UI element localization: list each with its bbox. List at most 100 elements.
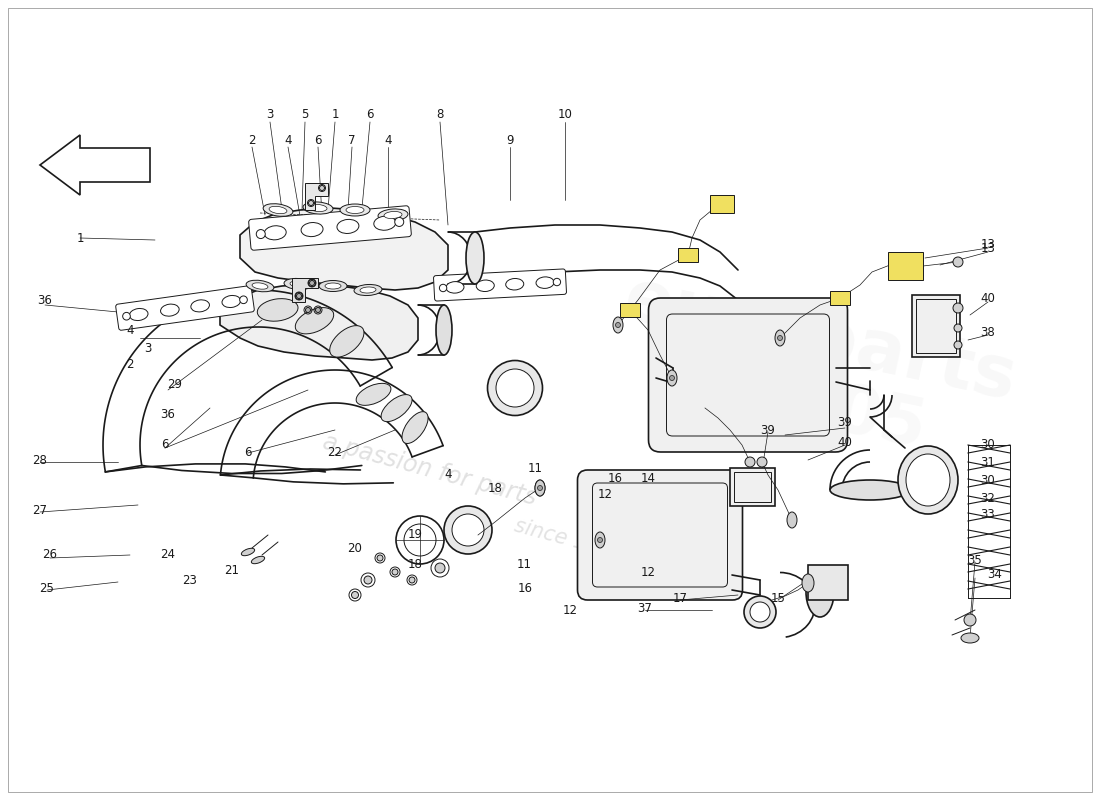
Ellipse shape [309,205,327,211]
Bar [912,295,960,357]
Text: 16: 16 [607,471,623,485]
Ellipse shape [356,383,390,406]
Ellipse shape [535,480,544,496]
Ellipse shape [476,280,494,291]
Ellipse shape [191,300,209,312]
Ellipse shape [301,222,323,237]
Text: 12: 12 [597,489,613,502]
Ellipse shape [374,216,396,230]
Ellipse shape [337,219,359,234]
Text: 4: 4 [444,469,452,482]
Text: 5: 5 [301,109,309,122]
Bar [888,252,923,280]
Ellipse shape [284,278,312,290]
Text: 13: 13 [980,242,996,254]
Ellipse shape [595,532,605,548]
Ellipse shape [270,206,287,214]
Ellipse shape [349,589,361,601]
Text: 39: 39 [760,423,775,437]
Text: 40: 40 [837,435,852,449]
Text: 19: 19 [407,529,422,542]
Text: 16: 16 [517,582,532,594]
Text: 29: 29 [167,378,183,391]
Bar [730,468,776,506]
Text: 3: 3 [266,109,274,122]
Ellipse shape [352,591,359,598]
Text: 18: 18 [487,482,503,494]
Ellipse shape [297,294,301,298]
Ellipse shape [378,209,408,221]
Text: 7: 7 [349,134,355,146]
Ellipse shape [354,285,382,295]
Text: 2: 2 [126,358,134,371]
Ellipse shape [340,204,370,216]
FancyBboxPatch shape [116,286,254,330]
Text: 34: 34 [988,569,1002,582]
Polygon shape [292,278,318,302]
Ellipse shape [395,218,404,226]
Ellipse shape [377,555,383,561]
Text: 39: 39 [837,417,852,430]
Ellipse shape [670,375,674,381]
Ellipse shape [240,296,248,304]
Ellipse shape [431,559,449,577]
Ellipse shape [330,326,364,357]
Ellipse shape [536,277,554,288]
Ellipse shape [446,282,464,293]
Ellipse shape [264,226,286,240]
Text: 32: 32 [980,491,996,505]
Ellipse shape [954,341,962,349]
Ellipse shape [302,202,333,214]
Ellipse shape [616,322,620,327]
Ellipse shape [802,574,814,592]
Ellipse shape [452,514,484,546]
Text: 30: 30 [980,474,996,486]
Text: a passion for parts: a passion for parts [320,430,540,510]
Text: 24: 24 [161,549,176,562]
Ellipse shape [241,548,255,556]
Ellipse shape [444,506,492,554]
Text: 23: 23 [183,574,197,586]
Text: 4: 4 [284,134,292,146]
Text: 26: 26 [43,549,57,562]
Ellipse shape [961,633,979,643]
Ellipse shape [308,199,315,206]
Ellipse shape [953,257,962,267]
Text: 6: 6 [366,109,374,122]
Ellipse shape [954,324,962,332]
Ellipse shape [324,283,341,289]
Ellipse shape [806,567,834,617]
Ellipse shape [130,309,148,321]
Ellipse shape [402,412,428,443]
Text: 31: 31 [980,457,996,470]
Text: 6: 6 [162,438,168,451]
Ellipse shape [744,596,775,628]
FancyBboxPatch shape [249,206,411,250]
Text: 25: 25 [40,582,54,594]
Ellipse shape [346,206,364,214]
Ellipse shape [309,281,315,286]
Bar [808,565,848,600]
Text: 9: 9 [506,134,514,146]
Ellipse shape [392,569,398,575]
Text: 12: 12 [640,566,656,579]
Ellipse shape [830,480,910,500]
Text: 36: 36 [161,409,175,422]
Ellipse shape [436,305,452,355]
Ellipse shape [308,279,316,286]
Ellipse shape [161,304,179,316]
Ellipse shape [538,486,542,490]
Text: 15: 15 [771,591,785,605]
Text: 28: 28 [33,454,47,466]
Ellipse shape [407,575,417,585]
Polygon shape [220,284,418,360]
Ellipse shape [384,211,402,218]
Text: 35: 35 [968,554,982,566]
Ellipse shape [745,457,755,467]
Text: 4: 4 [126,323,134,337]
Ellipse shape [222,295,241,307]
Ellipse shape [319,281,346,291]
FancyBboxPatch shape [649,298,847,452]
Text: 4: 4 [384,134,392,146]
Ellipse shape [295,308,333,334]
